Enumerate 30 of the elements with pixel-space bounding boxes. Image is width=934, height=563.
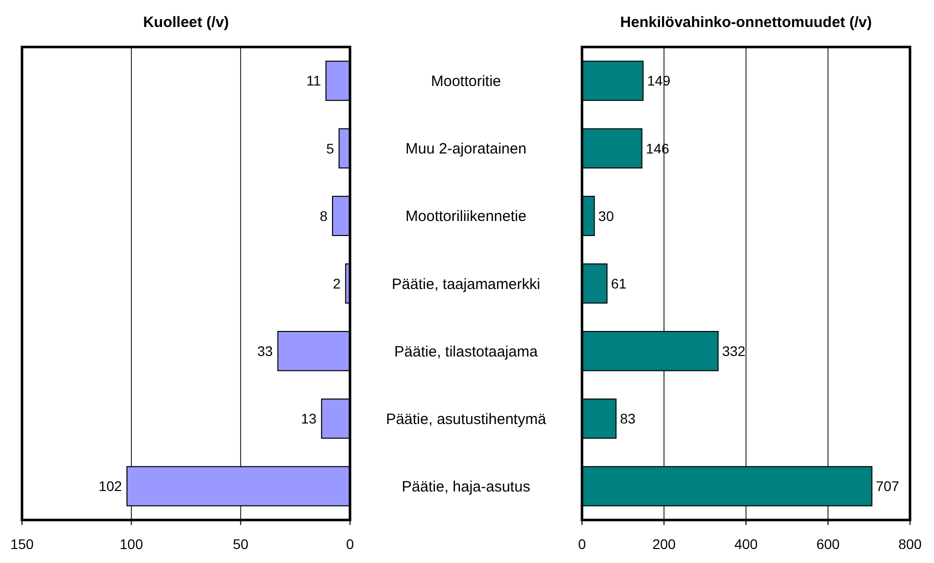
data-label: 13 (300, 410, 317, 427)
x-tick-label: 150 (10, 536, 34, 552)
y-tick-label: Päätie, taajamamerkki (392, 276, 540, 293)
x-tick-label: 600 (816, 536, 840, 552)
data-label: 102 (98, 478, 122, 494)
y-tick-label: Moottoritie (430, 73, 502, 90)
data-label: 2 (332, 275, 341, 292)
x-tick-label: 0 (578, 536, 586, 552)
x-tick-label: 50 (232, 536, 249, 552)
x-tick-label: 100 (120, 536, 144, 552)
y-tick-label: Päätie, asutustihentymä (386, 410, 547, 428)
data-label: 11 (306, 72, 322, 89)
chart-title: Kuolleet (/v) (143, 14, 229, 31)
y-tick-label: Päätie, tilastotaajama (394, 343, 538, 360)
data-label: 5 (326, 140, 334, 156)
y-tick-label: Muu 2-ajoratainen (406, 140, 526, 158)
data-label: 61 (611, 275, 627, 292)
chart-title: Henkilövahinko-onnettomuudet (/v) (620, 14, 872, 31)
y-tick-label: Päätie, haja-asutus (402, 478, 530, 496)
y-tick-label: Moottoriliikennetie (406, 208, 526, 226)
data-label: 83 (620, 410, 636, 427)
x-tick-label: 0 (346, 536, 354, 552)
x-tick-label: 200 (652, 536, 676, 552)
data-label: 30 (598, 208, 614, 224)
data-label: 33 (257, 342, 274, 359)
x-tick-label: 800 (898, 536, 922, 552)
x-tick-label: 400 (734, 536, 758, 552)
data-label: 707 (876, 478, 900, 494)
data-label: 332 (722, 342, 746, 359)
data-label: 8 (320, 208, 328, 224)
